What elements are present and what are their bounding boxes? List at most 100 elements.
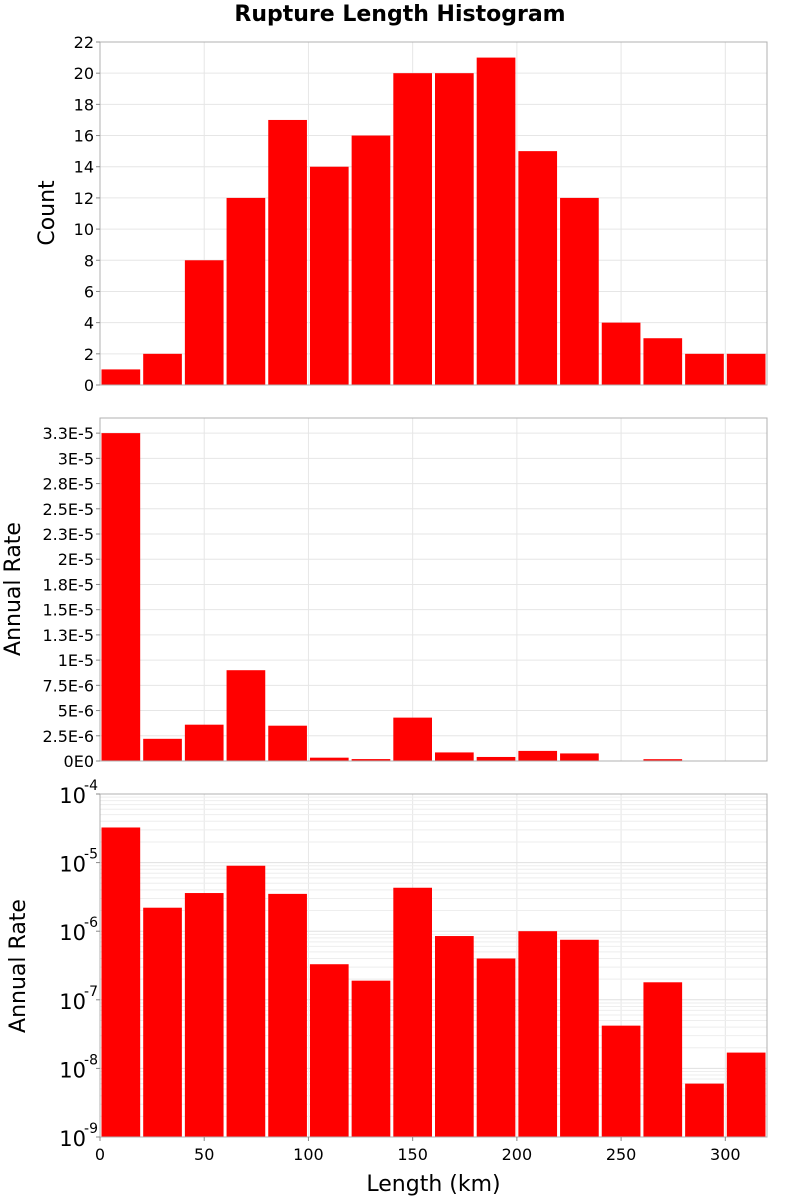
y-axis-label: Count bbox=[35, 180, 60, 246]
bar bbox=[435, 752, 474, 761]
bar bbox=[476, 756, 516, 761]
bar bbox=[601, 322, 641, 385]
y-tick-label: 10 bbox=[59, 1127, 86, 1151]
bar bbox=[560, 753, 599, 761]
y-axis-label: Annual Rate bbox=[1, 522, 26, 656]
y-tick-label: 18 bbox=[74, 95, 94, 114]
y-tick-label: 0E0 bbox=[64, 752, 94, 771]
bar bbox=[560, 939, 599, 1137]
y-tick-label: 10 bbox=[59, 921, 86, 945]
bar bbox=[268, 725, 307, 761]
x-tick-label: 50 bbox=[194, 1145, 214, 1164]
bar bbox=[351, 135, 391, 385]
y-tick-label: 20 bbox=[74, 64, 94, 83]
y-tick-label: 2.5E-5 bbox=[42, 500, 94, 519]
bar bbox=[309, 166, 349, 385]
y-tick-label: 3.3E-5 bbox=[42, 424, 94, 443]
y-tick-label: 3E-5 bbox=[58, 449, 94, 468]
bar bbox=[393, 887, 432, 1137]
bar bbox=[143, 907, 182, 1137]
bar bbox=[268, 893, 307, 1137]
bar bbox=[518, 931, 558, 1137]
y-tick-label: 1.8E-5 bbox=[42, 575, 94, 594]
bar bbox=[101, 369, 141, 385]
y-tick-label: 0 bbox=[84, 376, 94, 395]
x-tick-label: 300 bbox=[710, 1145, 741, 1164]
y-tick-label: 22 bbox=[74, 33, 94, 52]
plot-border-3 bbox=[99, 793, 768, 1138]
x-tick-label: 200 bbox=[502, 1145, 533, 1164]
y-tick-label: 7.5E-6 bbox=[42, 676, 94, 695]
y-tick-label: 2.8E-5 bbox=[42, 475, 94, 494]
bar bbox=[184, 260, 224, 385]
bar bbox=[101, 827, 141, 1137]
y-tick-label: 12 bbox=[74, 189, 94, 208]
bar bbox=[309, 964, 349, 1137]
bar bbox=[643, 982, 683, 1137]
bar bbox=[393, 717, 432, 761]
bar bbox=[601, 1025, 641, 1137]
y-tick-label: 1E-5 bbox=[58, 651, 94, 670]
y-tick-label-exponent: -8 bbox=[84, 1052, 98, 1068]
x-tick-label: 0 bbox=[95, 1145, 105, 1164]
y-tick-label-exponent: -7 bbox=[84, 984, 98, 1000]
bar bbox=[643, 338, 683, 385]
bar bbox=[643, 759, 683, 761]
plot-border-2 bbox=[99, 417, 768, 762]
bar bbox=[309, 757, 349, 761]
bar bbox=[226, 865, 266, 1137]
y-tick-label-exponent: -6 bbox=[84, 915, 98, 931]
bar bbox=[435, 936, 474, 1137]
bar bbox=[518, 151, 558, 385]
y-tick-label: 4 bbox=[84, 314, 94, 333]
bar bbox=[518, 750, 558, 761]
x-axis-label: Length (km) bbox=[366, 1172, 500, 1197]
y-tick-label: 2 bbox=[84, 345, 94, 364]
y-tick-label: 2.5E-6 bbox=[42, 727, 94, 746]
plot-border-1 bbox=[99, 41, 768, 386]
plot-area-2 bbox=[100, 418, 767, 761]
y-tick-label: 16 bbox=[74, 127, 94, 146]
bar bbox=[143, 738, 182, 761]
bar bbox=[143, 353, 182, 385]
bar bbox=[560, 197, 599, 385]
bar bbox=[184, 893, 224, 1137]
chart-title: Rupture Length Histogram bbox=[234, 2, 566, 27]
bar bbox=[685, 353, 724, 385]
y-tick-label-exponent: -9 bbox=[84, 1121, 98, 1137]
bar bbox=[351, 759, 391, 761]
y-tick-label: 5E-6 bbox=[58, 702, 94, 721]
bar bbox=[184, 724, 224, 761]
y-tick-label: 1.3E-5 bbox=[42, 626, 94, 645]
bar bbox=[435, 73, 474, 385]
bar bbox=[226, 670, 266, 761]
bar bbox=[393, 73, 432, 385]
y-tick-label: 6 bbox=[84, 282, 94, 301]
y-tick-label: 8 bbox=[84, 251, 94, 270]
y-tick-label: 10 bbox=[59, 1058, 86, 1082]
y-tick-label-exponent: -5 bbox=[84, 847, 98, 863]
y-tick-label: 1.5E-5 bbox=[42, 601, 94, 620]
bar bbox=[726, 1052, 766, 1137]
bar bbox=[226, 197, 266, 385]
y-tick-label: 2.3E-5 bbox=[42, 525, 94, 544]
y-tick-label: 10 bbox=[59, 853, 86, 877]
x-tick-label: 250 bbox=[606, 1145, 637, 1164]
y-axis-label: Annual Rate bbox=[6, 899, 31, 1033]
bar bbox=[476, 57, 516, 385]
y-tick-label: 10 bbox=[59, 784, 86, 808]
y-tick-label: 2E-5 bbox=[58, 550, 94, 569]
bar bbox=[351, 980, 391, 1137]
bar bbox=[726, 353, 766, 385]
y-tick-label-exponent: -4 bbox=[84, 778, 98, 794]
bar bbox=[476, 958, 516, 1137]
y-tick-label: 10 bbox=[74, 220, 94, 239]
x-tick-label: 100 bbox=[293, 1145, 324, 1164]
bar bbox=[685, 1083, 724, 1137]
bar bbox=[268, 119, 307, 386]
bar bbox=[101, 433, 141, 761]
y-tick-label: 10 bbox=[59, 990, 86, 1014]
y-tick-label: 14 bbox=[74, 158, 94, 177]
